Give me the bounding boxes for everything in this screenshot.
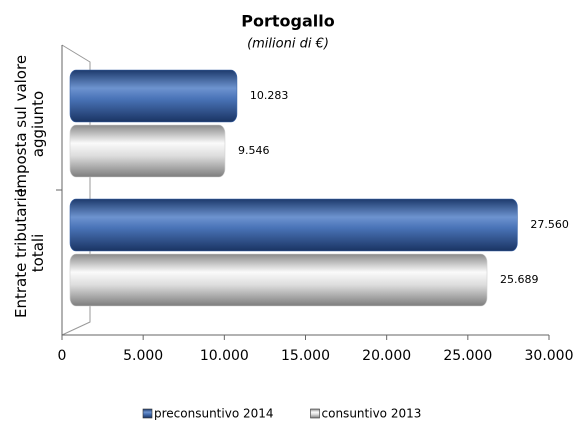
bar xyxy=(69,198,518,252)
chart-title: Portogallo xyxy=(241,12,334,31)
x-tick-label: 20.000 xyxy=(362,348,411,364)
data-label: 27.560 xyxy=(530,218,569,231)
x-tick-label: 5.000 xyxy=(123,348,163,364)
legend-label: preconsuntivo 2014 xyxy=(154,407,274,421)
back-wall xyxy=(61,44,91,336)
bar xyxy=(69,124,226,178)
legend-swatch xyxy=(142,408,153,419)
legend-label: consuntivo 2013 xyxy=(322,407,422,421)
bar xyxy=(69,69,238,123)
data-label: 10.283 xyxy=(250,89,289,102)
category-label: Entrate tributarie totali xyxy=(12,187,47,318)
chart-subtitle: (milioni di €) xyxy=(247,37,329,52)
x-tick-label: 30.000 xyxy=(525,348,574,364)
legend-swatch xyxy=(310,408,320,419)
x-tick-label: 0 xyxy=(58,348,67,364)
data-label: 9.546 xyxy=(238,144,269,157)
data-label: 25.689 xyxy=(500,273,538,286)
x-tick-label: 25.000 xyxy=(443,348,492,364)
x-tick-label: 10.000 xyxy=(200,348,249,364)
x-tick-label: 15.000 xyxy=(281,348,330,364)
bar xyxy=(69,253,488,307)
